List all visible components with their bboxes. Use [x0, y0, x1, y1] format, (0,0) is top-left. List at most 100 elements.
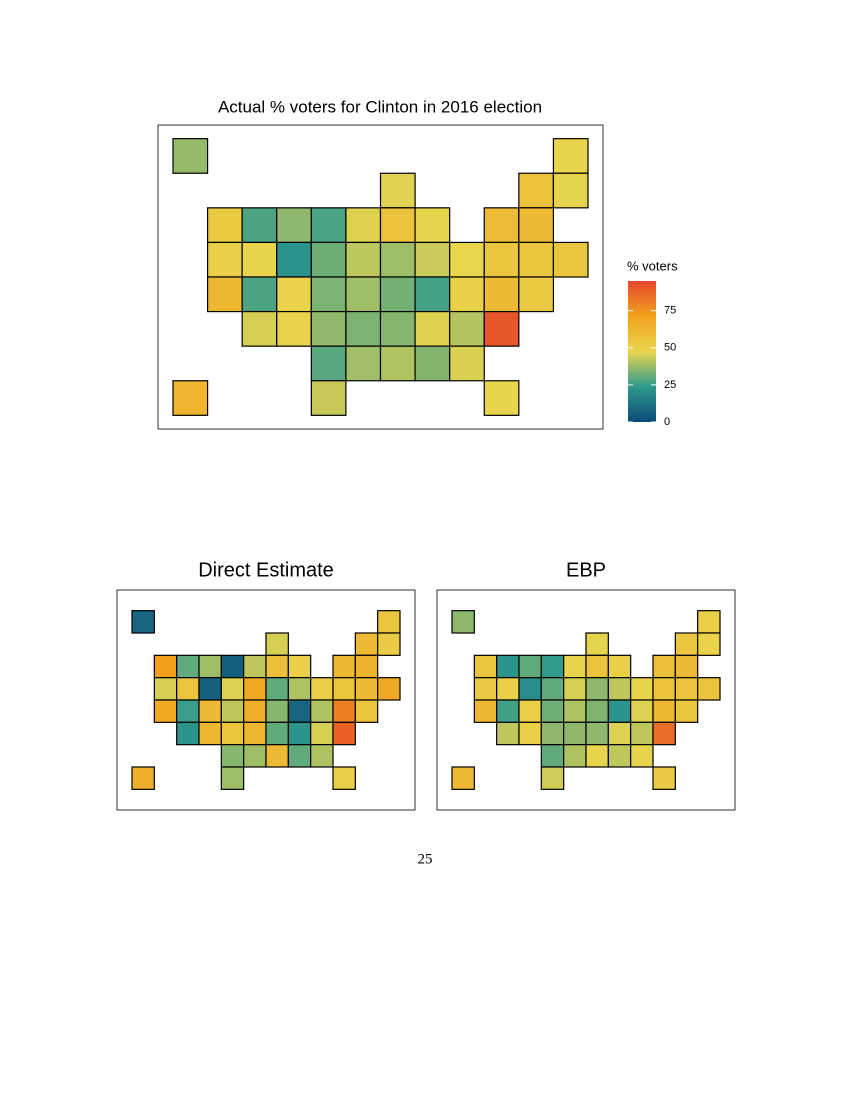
state-region [585, 744, 609, 768]
state-region [354, 699, 379, 723]
state-region [496, 654, 520, 679]
state-region [449, 241, 485, 278]
state-region [518, 241, 555, 278]
state-region [265, 632, 289, 656]
state-region [496, 677, 520, 701]
page-number: 25 [418, 851, 433, 867]
state-region [552, 172, 589, 209]
state-region [379, 241, 416, 278]
state-region [310, 677, 334, 701]
state-region [377, 632, 401, 656]
state-region [241, 310, 278, 347]
state-region [483, 276, 520, 313]
state-region [265, 744, 289, 768]
state-region [206, 276, 243, 313]
state-region [131, 766, 155, 790]
state-region [630, 744, 654, 768]
state-region [198, 654, 222, 679]
colorbar-tick-label: 50 [664, 342, 676, 354]
state-region [483, 207, 520, 244]
state-region [630, 677, 654, 701]
state-region [630, 699, 654, 723]
state-region [585, 632, 609, 656]
state-region [563, 744, 587, 768]
state-region [310, 380, 347, 416]
state-region [287, 721, 312, 746]
state-region [552, 138, 589, 174]
state-region [220, 721, 245, 746]
state-region [496, 699, 520, 723]
state-region [414, 207, 451, 244]
state-region [276, 310, 312, 347]
state-region [414, 345, 451, 382]
state-region [206, 207, 243, 244]
map-title: Direct Estimate [198, 559, 334, 581]
state-region [518, 172, 555, 209]
state-region [607, 654, 632, 679]
state-region [585, 677, 609, 701]
state-region [518, 677, 542, 701]
state-region [176, 654, 200, 679]
state-region [473, 699, 498, 723]
state-region [518, 699, 542, 723]
state-region [540, 677, 565, 701]
state-region [674, 654, 699, 679]
state-region [473, 654, 498, 679]
state-region [176, 721, 200, 746]
colorbar-tick-label: 25 [664, 379, 676, 391]
state-region [674, 632, 699, 656]
state-region [332, 699, 356, 723]
state-region [176, 699, 200, 723]
state-region [265, 721, 289, 746]
state-region [563, 699, 587, 723]
state-region [652, 699, 676, 723]
state-region [652, 721, 676, 746]
state-region [379, 345, 416, 382]
state-region [241, 241, 278, 278]
map-frame [157, 124, 604, 430]
state-region [607, 699, 632, 723]
state-region [153, 677, 178, 701]
state-region [540, 654, 565, 679]
state-region [518, 654, 542, 679]
state-region [332, 654, 356, 679]
state-region [153, 699, 178, 723]
state-region [131, 610, 155, 634]
state-region [265, 654, 289, 679]
state-region [674, 677, 699, 701]
state-region [449, 310, 485, 347]
state-region [518, 207, 555, 244]
state-region [449, 276, 485, 313]
map-title: EBP [566, 559, 606, 581]
state-region [377, 677, 401, 701]
state-region [563, 677, 587, 701]
state-region [379, 276, 416, 313]
state-region [310, 345, 347, 382]
state-region [674, 699, 699, 723]
state-region [473, 677, 498, 701]
state-region [287, 654, 312, 679]
state-region [345, 310, 382, 347]
state-region [414, 310, 451, 347]
state-region [287, 744, 312, 768]
state-region [287, 677, 312, 701]
state-region [310, 721, 334, 746]
state-region [276, 276, 312, 313]
state-region [176, 677, 200, 701]
state-region [265, 677, 289, 701]
state-region [585, 721, 609, 746]
state-region [198, 699, 222, 723]
state-region [354, 654, 379, 679]
state-region [607, 721, 632, 746]
state-region [243, 699, 267, 723]
state-region [153, 654, 178, 679]
state-region [449, 345, 485, 382]
state-region [345, 241, 382, 278]
state-region [243, 721, 267, 746]
state-region [354, 677, 379, 701]
state-region [220, 699, 245, 723]
state-region [243, 654, 267, 679]
state-region [172, 380, 209, 416]
state-region [206, 241, 243, 278]
state-region [607, 677, 632, 701]
